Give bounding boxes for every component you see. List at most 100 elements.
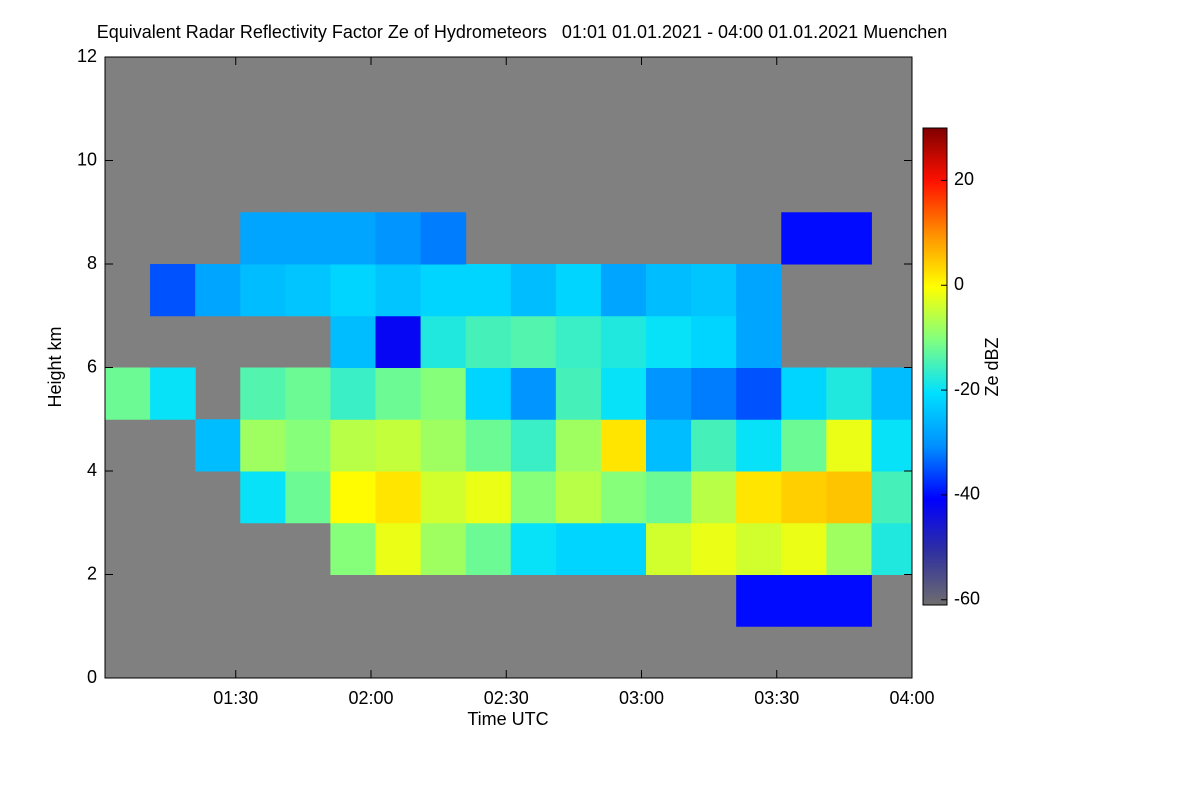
heatmap-cell	[375, 367, 422, 420]
colorbar-tick-label: 0	[954, 274, 964, 294]
x-tick-label: 03:30	[754, 688, 799, 708]
heatmap-cell	[555, 419, 602, 472]
heatmap-cell	[375, 471, 422, 524]
heatmap-cell	[510, 522, 557, 575]
heatmap-cell	[330, 315, 377, 368]
heatmap-cell	[375, 419, 422, 472]
heatmap-cell	[555, 471, 602, 524]
heatmap-cell	[330, 522, 377, 575]
heatmap-cell	[240, 367, 286, 420]
heatmap-cell	[420, 367, 467, 420]
heatmap-cell	[646, 264, 692, 317]
heatmap-cell	[781, 522, 827, 575]
heatmap-cell	[510, 419, 557, 472]
colorbar-tick-label: -40	[954, 484, 980, 504]
heatmap-cell	[240, 471, 286, 524]
heatmap-cell	[330, 419, 377, 472]
heatmap-cell	[871, 419, 913, 472]
heatmap-cell	[465, 264, 512, 317]
heatmap-cell	[691, 419, 737, 472]
heatmap-cell	[691, 315, 737, 368]
heatmap-cell	[465, 367, 512, 420]
heatmap-cell	[646, 471, 692, 524]
heatmap-cell	[510, 264, 557, 317]
heatmap-cell	[736, 367, 782, 420]
heatmap-cell	[555, 367, 602, 420]
heatmap-cell	[691, 264, 737, 317]
heatmap-cell	[420, 315, 467, 368]
heatmap-cell	[826, 522, 872, 575]
heatmap-cell	[691, 471, 737, 524]
colorbar-tick-label: 20	[954, 169, 974, 189]
heatmap-cell	[555, 522, 602, 575]
heatmap-cell	[736, 574, 782, 627]
heatmap-cell	[465, 471, 512, 524]
x-tick-label: 01:30	[213, 688, 258, 708]
y-tick-label: 8	[87, 253, 97, 273]
heatmap-cell	[195, 419, 241, 472]
heatmap-cell	[691, 522, 737, 575]
heatmap-cell	[826, 471, 872, 524]
heatmap-cell	[826, 367, 872, 420]
heatmap-cell	[195, 264, 241, 317]
heatmap-cell	[555, 315, 602, 368]
heatmap-cell	[330, 264, 377, 317]
heatmap-cell	[420, 522, 467, 575]
heatmap-cell	[285, 212, 331, 265]
heatmap-cell	[285, 419, 331, 472]
heatmap-cell	[375, 212, 422, 265]
heatmap-cell	[781, 367, 827, 420]
y-tick-label: 10	[77, 149, 97, 169]
heatmap-cell	[555, 264, 602, 317]
x-tick-label: 02:00	[348, 688, 393, 708]
x-axis-label: Time UTC	[467, 709, 548, 729]
colorbar-tick-label: -20	[954, 379, 980, 399]
heatmap-cell	[285, 264, 331, 317]
heatmap-cell	[826, 574, 872, 627]
heatmap-cell	[600, 315, 647, 368]
heatmap-cell	[240, 264, 286, 317]
heatmap-cell	[465, 522, 512, 575]
heatmap-cell	[871, 522, 913, 575]
heatmap-cell	[465, 419, 512, 472]
heatmap-cell	[420, 419, 467, 472]
y-tick-label: 4	[87, 460, 97, 480]
heatmap-cell	[240, 419, 286, 472]
y-tick-label: 6	[87, 356, 97, 376]
heatmap-cell	[330, 212, 377, 265]
heatmap-cell	[375, 264, 422, 317]
heatmap-cell	[510, 315, 557, 368]
y-tick-label: 2	[87, 563, 97, 583]
colorbar-label: Ze dBZ	[982, 337, 1002, 396]
heatmap-cell	[420, 212, 467, 265]
heatmap-cell	[150, 264, 196, 317]
heatmap-cell	[420, 471, 467, 524]
heatmap-cell	[781, 212, 827, 265]
heatmap-cell	[826, 419, 872, 472]
chart-title: Equivalent Radar Reflectivity Factor Ze …	[97, 22, 948, 42]
x-tick-label: 04:00	[889, 688, 934, 708]
heatmap-cell	[600, 471, 647, 524]
heatmap-cell	[285, 367, 331, 420]
heatmap-cell	[691, 367, 737, 420]
heatmap-cell	[781, 574, 827, 627]
heatmap-cell	[375, 315, 422, 368]
y-tick-label: 12	[77, 46, 97, 66]
colorbar-tick-label: -60	[954, 589, 980, 609]
heatmap-cell	[600, 419, 647, 472]
heatmap-cell	[781, 419, 827, 472]
heatmap-cell	[600, 264, 647, 317]
heatmap-cell	[646, 419, 692, 472]
colorbar	[922, 127, 948, 606]
heatmap-cell	[420, 264, 467, 317]
heatmap-cell	[510, 367, 557, 420]
heatmap-cell	[736, 419, 782, 472]
heatmap-cell	[736, 315, 782, 368]
y-tick-label: 0	[87, 667, 97, 687]
heatmap-cell	[330, 471, 377, 524]
heatmap-cell	[871, 367, 913, 420]
heatmap-cell	[240, 212, 286, 265]
y-axis-label: Height km	[45, 326, 65, 407]
heatmap-cell	[465, 315, 512, 368]
heatmap-cell	[646, 522, 692, 575]
